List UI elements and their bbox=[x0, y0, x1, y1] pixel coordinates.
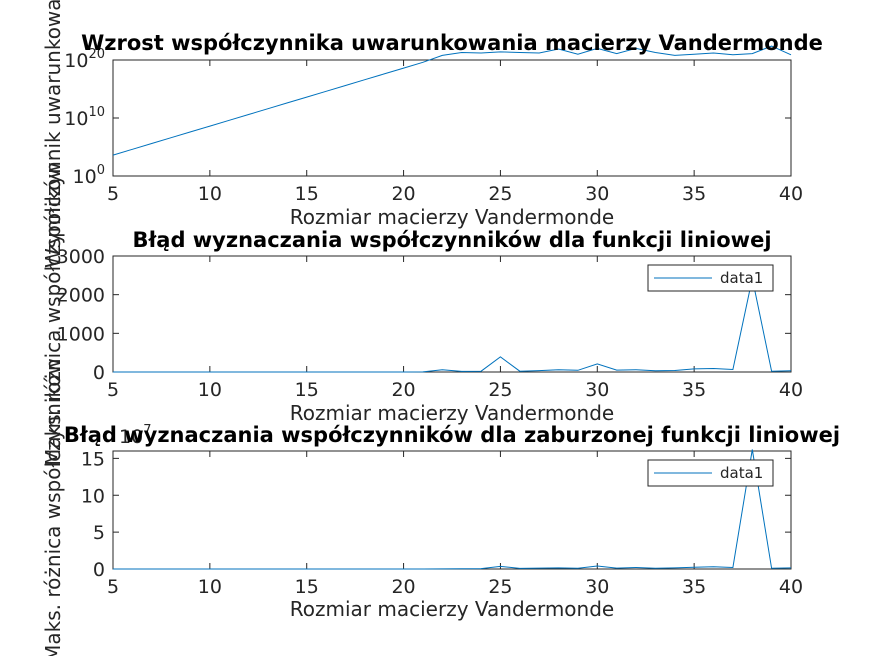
x-tick-label: 20 bbox=[391, 379, 415, 401]
y-tick-label: 5 bbox=[93, 522, 105, 544]
axes-box bbox=[112, 59, 792, 177]
x-tick-label: 10 bbox=[198, 379, 222, 401]
y-tick-label: 10 bbox=[81, 485, 105, 507]
x-tick-label: 40 bbox=[779, 183, 803, 205]
chart-title: Błąd wyznaczania współczynników dla zabu… bbox=[64, 423, 840, 447]
x-tick-label: 30 bbox=[585, 576, 609, 598]
x-tick-label: 35 bbox=[682, 576, 706, 598]
x-tick-label: 5 bbox=[107, 183, 119, 205]
x-tick-label: 25 bbox=[488, 183, 512, 205]
x-tick-label: 15 bbox=[295, 379, 319, 401]
x-tick-label: 10 bbox=[198, 183, 222, 205]
y-tick-label: 2000 bbox=[57, 285, 105, 307]
x-tick-label: 20 bbox=[391, 576, 415, 598]
y-tick-label: 1010 bbox=[64, 105, 105, 130]
y-tick-label: 1000 bbox=[57, 323, 105, 345]
x-tick-label: 40 bbox=[779, 379, 803, 401]
x-tick-label: 40 bbox=[779, 576, 803, 598]
x-tick-label: 35 bbox=[682, 379, 706, 401]
legend: data1 bbox=[647, 264, 774, 292]
x-tick-label: 25 bbox=[488, 379, 512, 401]
y-tick-label: 0 bbox=[93, 362, 105, 384]
legend: data1 bbox=[647, 459, 774, 487]
x-tick-label: 25 bbox=[488, 576, 512, 598]
x-tick-label: 35 bbox=[682, 183, 706, 205]
x-tick-label: 30 bbox=[585, 183, 609, 205]
series-line-1 bbox=[113, 449, 792, 570]
x-tick-label: 30 bbox=[585, 379, 609, 401]
series-line-1 bbox=[113, 278, 792, 373]
x-tick-label: 5 bbox=[107, 379, 119, 401]
series-line-1 bbox=[112, 45, 792, 156]
x-tick-label: 15 bbox=[295, 576, 319, 598]
subplot-1: 5 10 15 20 25 30 35 40 100 1010 1020 Rozmiar macier… bbox=[41, 0, 823, 268]
subplot-2: 5 10 15 20 25 30 35 40 0 1000 2000 3000 data1 Rozmiar… bbox=[41, 162, 803, 466]
y-axis-label: Współczynnik uwarunkowania bbox=[41, 0, 65, 268]
x-tick-label: 10 bbox=[198, 576, 222, 598]
y-axis-label: Maks. różnica współczynników bbox=[41, 162, 65, 466]
y-tick-label: 3000 bbox=[57, 246, 105, 268]
x-tick-label: 20 bbox=[391, 183, 415, 205]
x-tick-label: 15 bbox=[295, 183, 319, 205]
legend-entry: data1 bbox=[720, 464, 763, 482]
x-axis-label: Rozmiar macierzy Vandermonde bbox=[290, 401, 614, 425]
x-axis-label: Rozmiar macierzy Vandermonde bbox=[290, 597, 614, 621]
legend-entry: data1 bbox=[720, 269, 763, 287]
y-tick-label: 0 bbox=[93, 559, 105, 581]
y-axis-label: Maks. różnica współczynników bbox=[41, 358, 65, 656]
y-tick-label: 100 bbox=[73, 163, 105, 188]
x-tick-label: 5 bbox=[107, 576, 119, 598]
x-axis-label: Rozmiar macierzy Vandermonde bbox=[290, 205, 614, 229]
y-tick-label: 1020 bbox=[64, 47, 105, 72]
y-multiplier: 107 bbox=[119, 423, 151, 448]
chart-title: Wzrost współczynnika uwarunkowania macie… bbox=[81, 31, 823, 55]
chart-title: Błąd wyznaczania współczynników dla funk… bbox=[132, 228, 771, 252]
y-tick-label: 15 bbox=[81, 448, 105, 470]
